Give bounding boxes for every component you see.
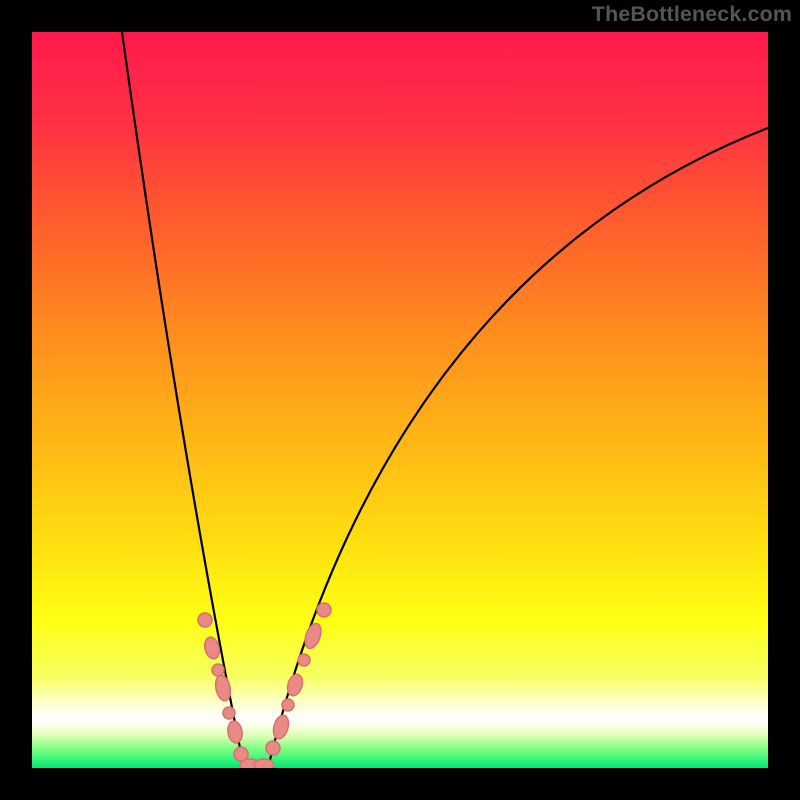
data-marker (298, 654, 310, 666)
chart-frame: TheBottleneck.com (0, 0, 800, 800)
watermark-text: TheBottleneck.com (592, 2, 792, 27)
data-marker (266, 741, 280, 755)
data-marker (223, 707, 235, 719)
data-marker (282, 699, 294, 711)
data-marker (212, 664, 224, 676)
data-marker (198, 613, 212, 627)
data-marker (317, 603, 331, 617)
chart-background-gradient (32, 32, 768, 768)
chart-svg (0, 0, 800, 800)
